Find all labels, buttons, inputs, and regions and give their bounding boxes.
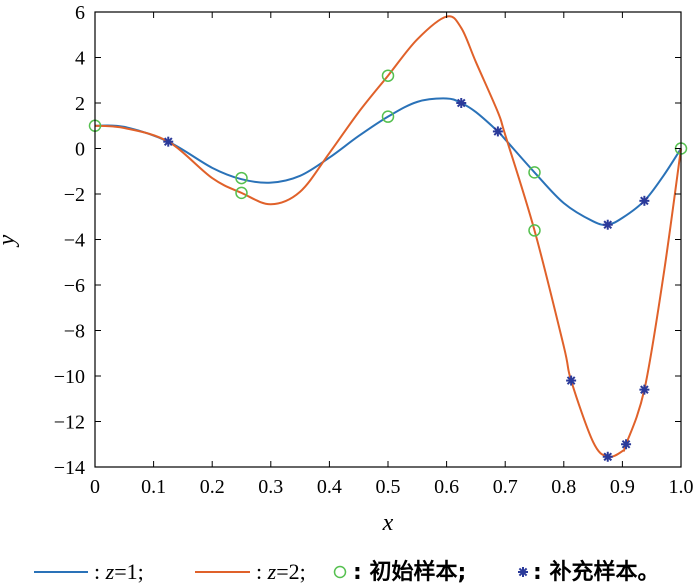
markers-layer xyxy=(88,69,688,462)
y-tick-label: 4 xyxy=(75,48,85,70)
y-tick-label: −14 xyxy=(54,457,85,479)
x-tick-label: 0.4 xyxy=(317,476,342,498)
y-tick-label: −6 xyxy=(64,275,85,297)
y-tick-label: −2 xyxy=(64,184,85,206)
x-axis: 0 0.1 0.2 0.3 0.4 0.5 0.6 0.7 0.8 0.9 1.0 xyxy=(90,12,694,498)
plot-frame xyxy=(94,11,682,468)
curves-layer xyxy=(94,15,682,459)
x-tick-label: 0.6 xyxy=(434,476,459,498)
legend-label-supplementary: : 补充样本。 xyxy=(533,559,659,585)
supplementary-sample-point xyxy=(602,219,613,230)
y-tick-label: 2 xyxy=(75,93,85,115)
y-tick-label: 6 xyxy=(75,2,85,24)
supplementary-sample-point xyxy=(492,126,503,137)
initial-sample-point xyxy=(235,171,248,185)
supplementary-sample-point xyxy=(163,136,174,147)
series-line-z1 xyxy=(94,97,682,226)
initial-sample-point xyxy=(528,224,541,237)
supplementary-sample-point xyxy=(602,451,613,462)
y-tick-label: −4 xyxy=(64,230,85,252)
supplementary-sample-point xyxy=(639,195,650,206)
supplementary-sample-point xyxy=(639,384,650,395)
x-tick-label: 0.8 xyxy=(551,476,576,498)
y-axis-label: y xyxy=(0,234,20,247)
series-line-z2 xyxy=(94,15,682,459)
legend-label-z1: : z=1; xyxy=(94,559,144,584)
legend-label-z2: : z=2; xyxy=(256,559,306,584)
y-axis: 6 4 2 0 −2 −4 −6 −8 −10 −12 −14 xyxy=(54,2,681,479)
initial-sample-point xyxy=(235,186,248,200)
initial-sample-point xyxy=(381,110,395,123)
y-tick-label: −8 xyxy=(64,321,85,343)
supplementary-sample-point xyxy=(621,439,632,450)
y-tick-label: 0 xyxy=(75,139,85,161)
supplementary-sample-point xyxy=(456,98,467,108)
initial-sample-point xyxy=(528,166,541,179)
x-tick-label: 1.0 xyxy=(669,476,694,498)
supplementary-sample-point xyxy=(566,375,577,386)
x-tick-label: 0.5 xyxy=(376,476,401,498)
x-tick-label: 0 xyxy=(90,476,100,498)
y-tick-label: −10 xyxy=(54,366,85,388)
initial-sample-point xyxy=(381,69,395,82)
x-tick-label: 0.7 xyxy=(493,476,518,498)
legend: : z=1; : z=2; : 初始样本; : 补充样本。 xyxy=(34,559,659,585)
x-tick-label: 0.9 xyxy=(610,476,635,498)
x-tick-label: 0.1 xyxy=(141,476,166,498)
x-tick-label: 0.2 xyxy=(200,476,225,498)
x-axis-label: x xyxy=(382,510,394,536)
x-tick-label: 0.3 xyxy=(258,476,283,498)
y-tick-label: −12 xyxy=(54,412,85,434)
legend-label-initial: : 初始样本; xyxy=(353,559,466,585)
legend-marker-initial xyxy=(333,565,347,579)
legend-marker-supplementary xyxy=(518,567,528,577)
